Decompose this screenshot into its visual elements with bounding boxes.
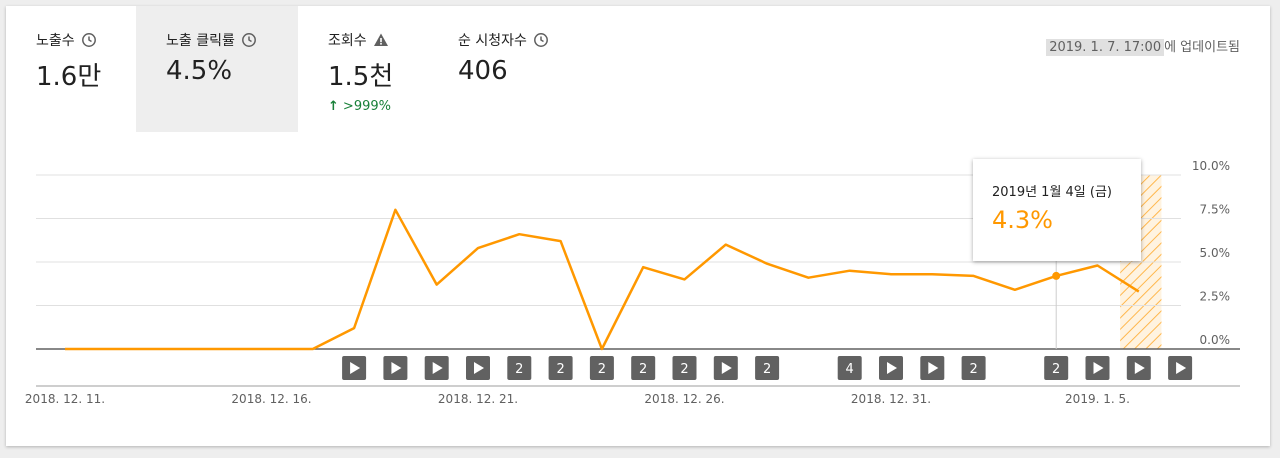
play-icon [721, 362, 732, 374]
marker-badge [589, 356, 614, 380]
video-marker[interactable] [920, 356, 945, 380]
play-icon [928, 362, 939, 374]
video-count-marker[interactable]: 2 [755, 356, 780, 380]
updated-date: 2019. 1. 7. 17:00 [1046, 39, 1165, 56]
series-line [65, 208, 1140, 351]
marker-badge [755, 356, 780, 380]
tab-label: 노출 클릭률 [166, 33, 235, 49]
trend-value: 999% [353, 99, 391, 114]
video-marker[interactable] [342, 356, 367, 380]
tab-unique-viewers[interactable]: 순 시청자수 406 [428, 6, 588, 132]
play-icon [474, 362, 484, 374]
x-tick-label: 2018. 12. 11. [25, 392, 105, 406]
play-icon [432, 362, 443, 374]
marker-badge [672, 356, 697, 380]
video-count-marker[interactable]: 2 [672, 356, 697, 380]
tooltip-date: 2019년 1월 4일 (금) [992, 185, 1113, 200]
play-icon [350, 362, 361, 374]
x-tick-label: 2019. 1. 5. [1065, 392, 1130, 406]
play-icon [1093, 362, 1104, 374]
trend-prefix: > [342, 99, 354, 114]
video-marker[interactable] [383, 356, 408, 380]
chart-tooltip: 2019년 1월 4일 (금) 4.3% [973, 159, 1141, 261]
marker-count: 2 [515, 362, 523, 377]
video-count-marker[interactable]: 2 [1044, 356, 1069, 380]
x-tick-label: 2018. 12. 31. [851, 392, 931, 406]
video-marker[interactable] [1168, 356, 1193, 380]
y-tick-label: 7.5% [1200, 203, 1231, 217]
tooltip-value: 4.3% [992, 206, 1053, 234]
marker-badge [507, 356, 532, 380]
marker-count: 2 [639, 362, 647, 377]
tab-value: 1.6만 [36, 62, 102, 92]
clock-icon [533, 33, 548, 47]
marker-count: 2 [763, 362, 771, 377]
video-marker[interactable] [1085, 356, 1110, 380]
marker-badge [837, 356, 862, 380]
marker-count: 2 [969, 362, 977, 377]
video-marker[interactable] [424, 356, 449, 380]
tab-label: 순 시청자수 [458, 33, 527, 49]
video-marker[interactable] [713, 356, 738, 380]
tab-impressions-ctr[interactable]: 노출 클릭률 4.5% [136, 6, 298, 132]
tab-label: 노출수 [36, 33, 75, 49]
video-count-marker[interactable]: 2 [961, 356, 986, 380]
tab-value: 406 [458, 56, 508, 86]
x-tick-label: 2018. 12. 16. [231, 392, 311, 406]
play-icon [1134, 362, 1145, 374]
clock-icon [81, 33, 96, 47]
marker-badge [961, 356, 986, 380]
video-count-marker[interactable]: 2 [589, 356, 614, 380]
warning-icon [373, 33, 388, 46]
y-tick-label: 2.5% [1200, 290, 1231, 304]
video-marker[interactable] [879, 356, 903, 380]
video-marker[interactable] [1126, 356, 1151, 380]
video-count-marker[interactable]: 2 [631, 356, 656, 380]
marker-badge [631, 356, 656, 380]
y-tick-label: 5.0% [1200, 246, 1231, 260]
clock-icon [241, 33, 256, 47]
tab-views[interactable]: 조회수 1.5천 ↑ >999% [298, 6, 428, 132]
marker-count: 2 [598, 362, 606, 377]
data-point-highlighted [1052, 271, 1061, 280]
tab-value: 4.5% [166, 56, 233, 86]
marker-badge [548, 356, 573, 380]
marker-badge [1044, 356, 1069, 380]
analytics-card: 노출수 1.6만 노출 클릭률 4.5% 조회수 1.5천 [6, 6, 1270, 446]
x-tick-label: 2018. 12. 26. [644, 392, 724, 406]
video-marker[interactable] [466, 356, 490, 380]
y-tick-label: 0.0% [1200, 333, 1231, 347]
updated-suffix: 에 업데이트됨 [1164, 40, 1240, 55]
marker-count: 2 [556, 362, 564, 377]
marker-count: 2 [680, 362, 688, 377]
play-icon [887, 362, 897, 374]
marker-count: 2 [1052, 362, 1060, 377]
play-icon [1176, 362, 1187, 374]
x-tick-label: 2018. 12. 21. [438, 392, 518, 406]
video-count-marker[interactable]: 2 [548, 356, 573, 380]
tab-impressions[interactable]: 노출수 1.6만 [6, 6, 136, 132]
play-icon [391, 362, 402, 374]
video-count-marker[interactable]: 2 [507, 356, 532, 380]
marker-count: 4 [846, 362, 854, 377]
video-count-marker[interactable]: 4 [837, 356, 862, 380]
trend-indicator: ↑ >999% [328, 99, 428, 114]
last-updated: 2019. 1. 7. 17:00 에 업데이트됨 [1046, 36, 1240, 56]
arrow-up-icon: ↑ [328, 99, 339, 114]
tab-label: 조회수 [328, 33, 367, 49]
y-tick-label: 10.0% [1192, 159, 1230, 173]
tab-value: 1.5천 [328, 62, 394, 92]
